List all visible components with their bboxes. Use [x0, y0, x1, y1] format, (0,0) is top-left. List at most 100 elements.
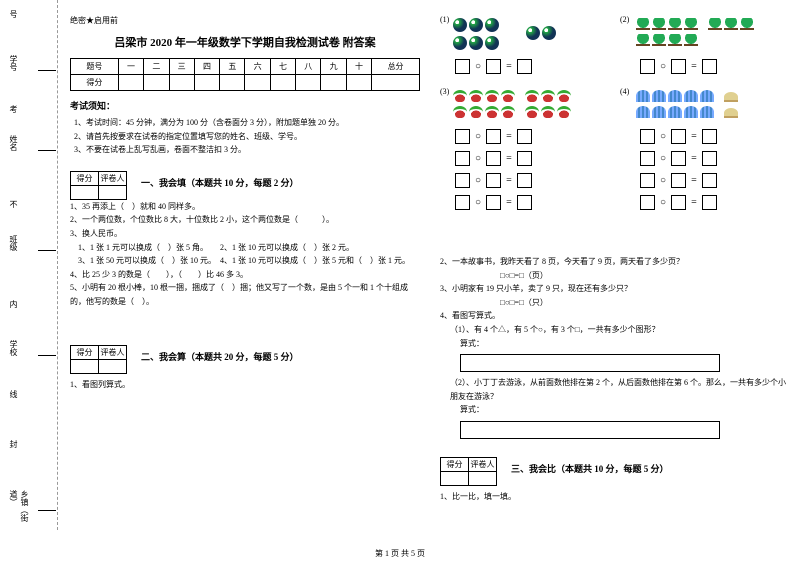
margin-lbl: 不: [8, 200, 19, 208]
pic-balls-right: [525, 25, 557, 43]
th: 总分: [372, 59, 420, 75]
eq-row: ○ =: [455, 173, 532, 188]
op: =: [503, 153, 515, 164]
frog-icon: [525, 90, 539, 102]
op: =: [688, 61, 700, 72]
op: ○: [472, 153, 484, 164]
shell-icon: [684, 90, 698, 102]
answer-box: [671, 173, 686, 188]
frog-icon: [485, 106, 499, 118]
th: 七: [270, 59, 295, 75]
op: ○: [472, 131, 484, 142]
frog-icon: [525, 106, 539, 118]
td: 评卷人: [469, 457, 497, 471]
answer-box: [455, 195, 470, 210]
score-table: 题号 一 二 三 四 五 六 七 八 九 十 总分 得分: [70, 58, 420, 91]
th: 五: [220, 59, 245, 75]
q-item: 5、小明有 20 根小棒，10 根一捆，捆成了（ ）捆；他又写了一个数，是由 5…: [70, 281, 420, 308]
instructions-heading: 考试须知：: [70, 99, 420, 112]
answer-box: [517, 195, 532, 210]
margin-line: [38, 70, 56, 71]
eq-row: ○ =: [640, 129, 717, 144]
op: ○: [472, 61, 484, 72]
score-mini-table: 得分评卷人: [70, 345, 127, 374]
td: 得分: [71, 171, 99, 185]
tree-icon: [652, 34, 666, 46]
q-item: 1、比一比，填一填。: [440, 490, 790, 504]
shell-icon: [700, 90, 714, 102]
margin-line: [38, 250, 56, 251]
td: [270, 75, 295, 91]
td: [469, 471, 497, 485]
ball-icon: [485, 36, 499, 50]
ball-icon: [453, 36, 467, 50]
op: ○: [472, 197, 484, 208]
td: [296, 75, 321, 91]
shell-icon: [668, 90, 682, 102]
td: [441, 471, 469, 485]
panel-label: (4): [620, 87, 629, 96]
instruction-item: 3、不要在试卷上乱写乱画，卷面不整洁扣 3 分。: [74, 143, 420, 157]
answer-box: [640, 59, 655, 74]
q2-1: 1、看图列算式。: [70, 378, 420, 392]
answer-box: [486, 151, 501, 166]
answer-box: [640, 195, 655, 210]
q-item: 4、比 25 少 3 的数是（ ），（ ）比 46 多 3。: [70, 268, 420, 282]
op: ○: [472, 175, 484, 186]
shell-icon: [700, 106, 714, 118]
td: [99, 359, 127, 373]
margin-lbl: 内: [8, 300, 19, 308]
eq-row: ○ =: [455, 59, 532, 74]
margin-line: [38, 355, 56, 356]
frog-icon: [501, 90, 515, 102]
op: =: [688, 197, 700, 208]
answer-box: [486, 129, 501, 144]
td: [99, 185, 127, 199]
frog-icon: [453, 90, 467, 102]
instruction-item: 1、考试时间：45 分钟，满分为 100 分（含卷面分 3 分），附加题单独 2…: [74, 116, 420, 130]
op: ○: [657, 131, 669, 142]
answer-box: [517, 151, 532, 166]
answer-box: [640, 151, 655, 166]
frog-icon: [557, 90, 571, 102]
tree-icon: [652, 18, 666, 30]
ball-icon: [469, 18, 483, 32]
th: 十: [346, 59, 371, 75]
answer-box: [671, 151, 686, 166]
op: =: [688, 131, 700, 142]
eq-row: ○ =: [640, 59, 717, 74]
th: 九: [321, 59, 346, 75]
op: =: [503, 175, 515, 186]
label: 算式：: [460, 337, 790, 351]
tree-icon: [636, 18, 650, 30]
td: [372, 75, 420, 91]
answer-box: [486, 173, 501, 188]
content-area: 绝密★启用前 吕梁市 2020 年一年级数学下学期自我检测试卷 附答案 题号 一…: [70, 15, 790, 504]
margin-lbl: 线: [8, 390, 19, 398]
hat-icon: [724, 92, 738, 102]
label: 算式：: [460, 403, 790, 417]
tree-icon: [724, 18, 738, 30]
ball-icon: [526, 26, 540, 40]
th: 题号: [71, 59, 119, 75]
section3-title: 三、我会比（本题共 10 分，每题 5 分）: [511, 462, 669, 475]
shell-icon: [668, 106, 682, 118]
frog-icon: [453, 106, 467, 118]
ball-icon: [453, 18, 467, 32]
shell-icon: [636, 90, 650, 102]
margin-lbl: 学号: [8, 55, 19, 71]
tree-icon: [684, 18, 698, 30]
margin-lbl: 考: [8, 105, 19, 113]
section2-title: 二、我会算（本题共 20 分，每题 5 分）: [141, 350, 299, 363]
margin-line: [38, 510, 56, 511]
frog-icon: [485, 90, 499, 102]
left-column: 绝密★启用前 吕梁市 2020 年一年级数学下学期自我检测试卷 附答案 题号 一…: [70, 15, 420, 504]
ball-icon: [485, 18, 499, 32]
frog-icon: [501, 106, 515, 118]
answer-box: [455, 151, 470, 166]
td: [245, 75, 270, 91]
panel-label: (3): [440, 87, 449, 96]
margin-lbl: 班级: [8, 235, 19, 251]
th: 一: [118, 59, 143, 75]
q-item: □○□=□（只）: [500, 296, 790, 310]
